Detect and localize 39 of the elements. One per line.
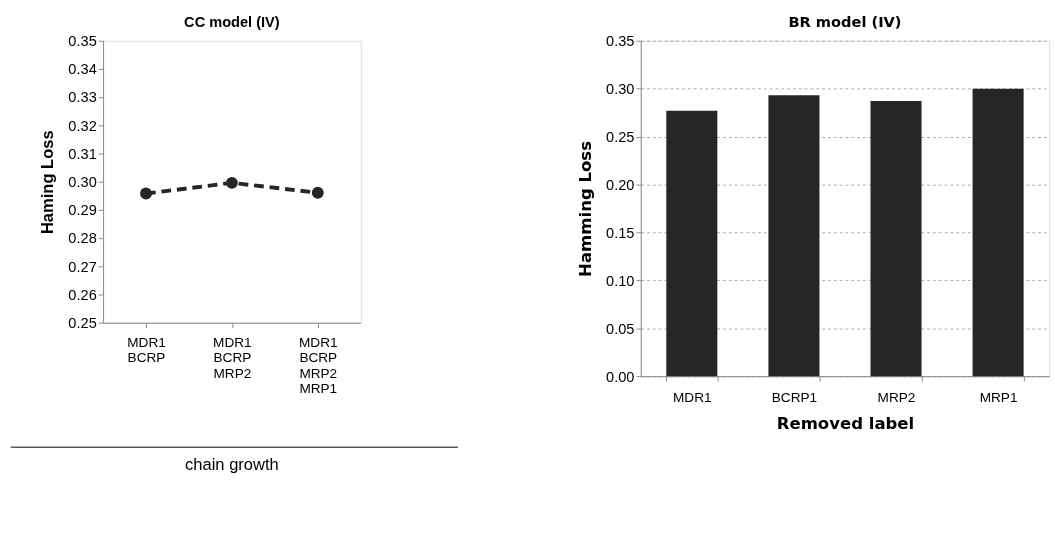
y-tick-label: 0.10 bbox=[606, 272, 635, 289]
y-tick-label: 0.20 bbox=[606, 176, 635, 193]
bar bbox=[870, 101, 922, 377]
x-tick-label: MRP1 bbox=[979, 389, 1018, 405]
y-tick-label: 0.34 bbox=[68, 61, 97, 78]
y-tick-label: 0.25 bbox=[68, 315, 97, 332]
bar bbox=[666, 110, 718, 377]
y-tick-label: 0.30 bbox=[606, 81, 635, 98]
y-tick-label: 0.35 bbox=[68, 33, 97, 50]
y-tick-label: 0.30 bbox=[68, 174, 97, 191]
y-tick-label: 0.05 bbox=[606, 320, 635, 337]
x-tick-label: BCRP1 bbox=[771, 389, 818, 405]
y-tick-label: 0.00 bbox=[606, 368, 635, 385]
bar bbox=[972, 88, 1024, 377]
y-tick-label: 0.27 bbox=[68, 258, 97, 275]
point bbox=[140, 187, 152, 200]
x-axis-title: Removed label bbox=[776, 414, 915, 434]
x-tick-label: MDR1 BCRP bbox=[127, 334, 166, 366]
y-tick-label: 0.15 bbox=[606, 224, 635, 241]
point bbox=[225, 176, 238, 189]
y-tick-label: 0.28 bbox=[68, 230, 97, 247]
y-tick-label: 0.31 bbox=[68, 145, 97, 162]
y-tick-label: 0.32 bbox=[68, 117, 97, 134]
y-tick-label: 0.26 bbox=[68, 286, 97, 303]
chart-title: BR model (IV) bbox=[788, 13, 902, 31]
point bbox=[311, 186, 324, 199]
x-tick-label: MRP2 bbox=[877, 389, 916, 405]
y-tick-label: 0.35 bbox=[606, 33, 635, 50]
y-tick-label: 0.25 bbox=[606, 128, 635, 145]
x-tick-label: MDR1 BCRP MRP2 bbox=[213, 334, 252, 381]
x-tick-label: MDR1 BCRP MRP2 MRP1 bbox=[299, 334, 338, 397]
y-axis-title: Haming Loss bbox=[37, 130, 57, 235]
x-tick-label: MDR1 bbox=[673, 389, 712, 405]
y-tick-label: 0.29 bbox=[68, 202, 97, 219]
bar bbox=[768, 95, 820, 377]
y-axis-title: Hamming Loss bbox=[575, 140, 595, 277]
chart-title: CC model (IV) bbox=[184, 14, 280, 31]
y-tick-label: 0.33 bbox=[68, 89, 97, 106]
x-axis-title: chain growth bbox=[185, 454, 279, 474]
